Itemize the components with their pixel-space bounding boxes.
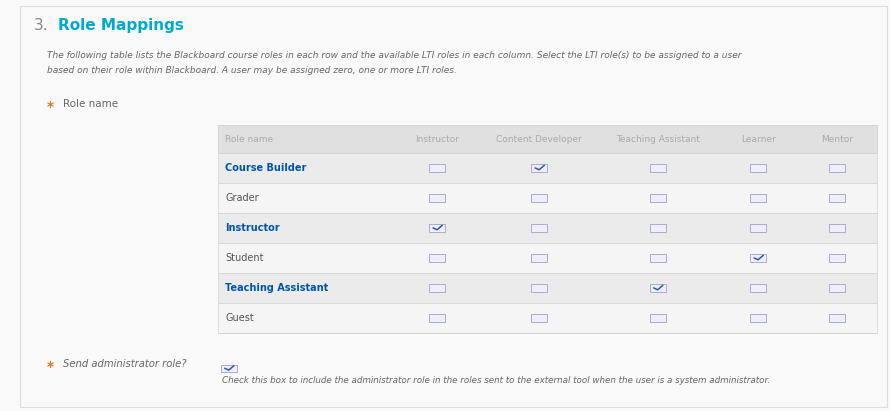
Text: Course Builder: Course Builder (225, 163, 306, 173)
Bar (531, 164, 547, 172)
Text: Teaching Assistant: Teaching Assistant (616, 135, 700, 143)
Text: Send administrator role?: Send administrator role? (63, 359, 187, 369)
Bar (429, 224, 445, 232)
Bar (429, 194, 445, 202)
Bar (218, 153, 877, 183)
Text: Role name: Role name (225, 135, 273, 143)
Bar (650, 164, 666, 172)
Bar (531, 254, 547, 262)
Bar (218, 303, 877, 333)
Bar (531, 224, 547, 232)
Text: Instructor: Instructor (225, 223, 279, 233)
Text: Instructor: Instructor (415, 135, 459, 143)
Text: *: * (47, 100, 54, 114)
Bar (531, 284, 547, 292)
Text: Student: Student (225, 253, 263, 263)
Bar (218, 273, 877, 303)
Bar (829, 284, 845, 292)
Bar (531, 194, 547, 202)
Text: Grader: Grader (225, 193, 259, 203)
Bar (429, 164, 445, 172)
Bar (750, 284, 766, 292)
Bar (429, 254, 445, 262)
Text: Role Mappings: Role Mappings (58, 18, 183, 33)
Bar (650, 224, 666, 232)
Bar (750, 194, 766, 202)
Text: 3.: 3. (34, 18, 48, 33)
Bar (750, 164, 766, 172)
Text: Learner: Learner (740, 135, 775, 143)
Text: Teaching Assistant: Teaching Assistant (225, 283, 328, 293)
Text: Content Developer: Content Developer (497, 135, 582, 143)
Text: *: * (47, 360, 54, 374)
Text: The following table lists the Blackboard course roles in each row and the availa: The following table lists the Blackboard… (47, 51, 741, 60)
Text: based on their role within Blackboard. A user may be assigned zero, one or more : based on their role within Blackboard. A… (47, 66, 457, 75)
Bar (829, 314, 845, 322)
Bar (750, 314, 766, 322)
Bar (650, 254, 666, 262)
Bar (218, 213, 877, 243)
Bar (429, 284, 445, 292)
Bar (218, 243, 877, 273)
Text: Guest: Guest (225, 313, 254, 323)
Bar (218, 183, 877, 213)
Text: Check this box to include the administrator role in the roles sent to the extern: Check this box to include the administra… (222, 376, 771, 386)
Text: Role name: Role name (63, 99, 118, 109)
Bar (829, 194, 845, 202)
Bar (750, 254, 766, 262)
Bar (531, 314, 547, 322)
Bar (650, 284, 666, 292)
Bar (218, 125, 877, 153)
Bar (221, 365, 237, 372)
Bar (650, 194, 666, 202)
Bar (829, 164, 845, 172)
Bar (429, 314, 445, 322)
Bar (829, 224, 845, 232)
Bar (650, 314, 666, 322)
Bar (829, 254, 845, 262)
Text: Mentor: Mentor (821, 135, 854, 143)
Bar (750, 224, 766, 232)
